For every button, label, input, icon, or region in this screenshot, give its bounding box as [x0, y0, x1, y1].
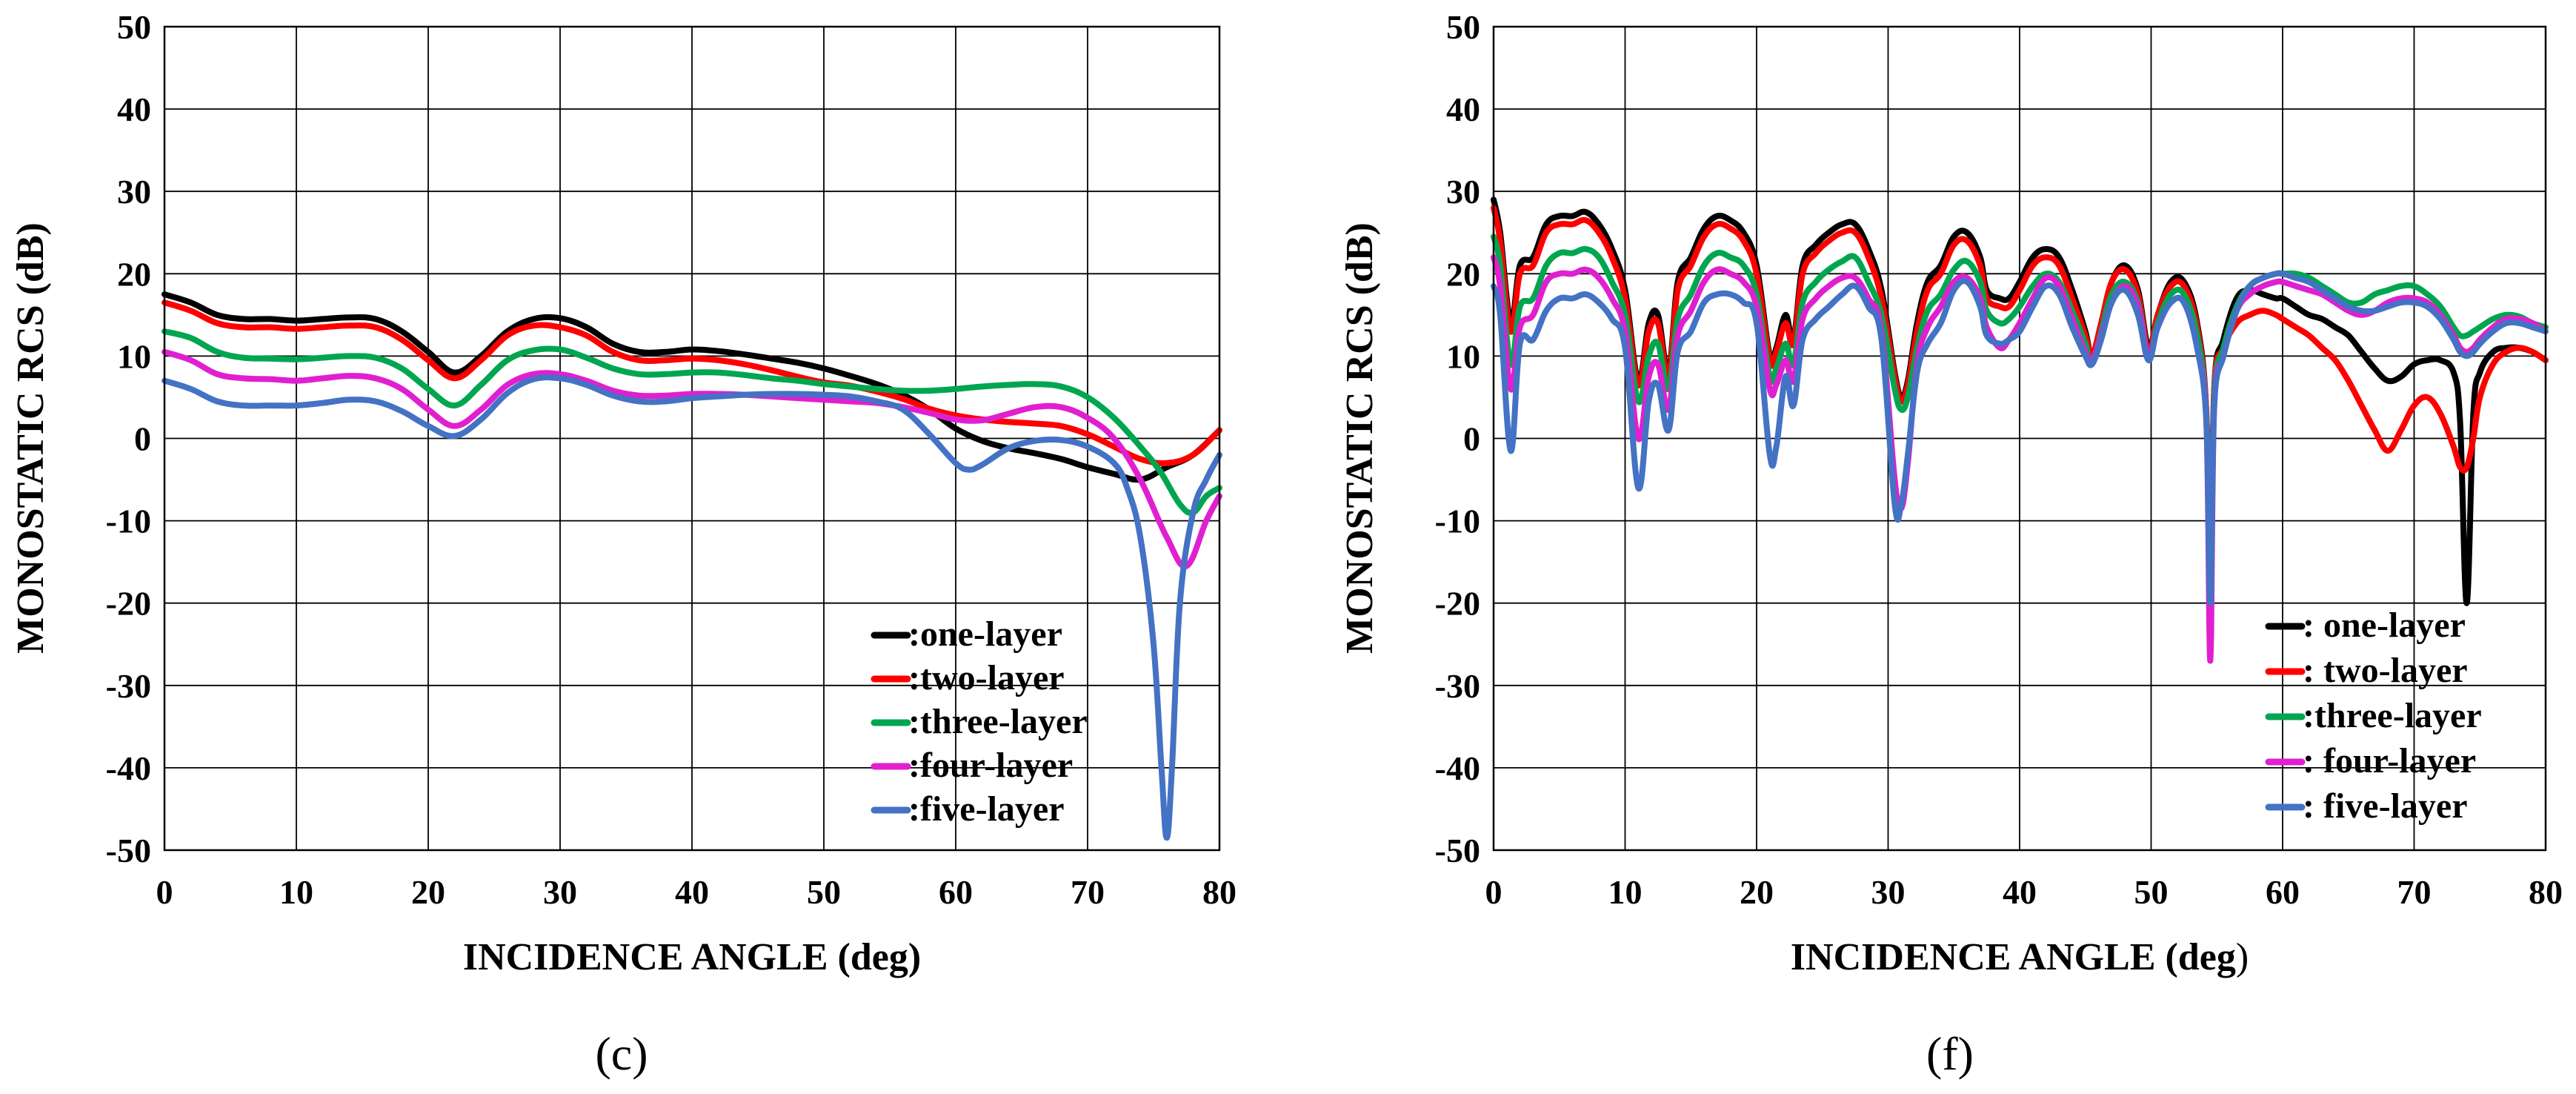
x-tick-label: 0: [1485, 873, 1502, 911]
x-tick-label: 30: [1871, 873, 1906, 911]
x-tick-label: 10: [1608, 873, 1643, 911]
x-tick-label: 30: [543, 873, 577, 911]
y-axis-title: MONOSTATIC RCS (dB): [10, 222, 52, 654]
y-tick-label: -10: [106, 503, 151, 540]
series-line-one-layer: [162, 291, 1222, 483]
y-tick-label: 30: [117, 173, 151, 210]
legend: : one-layer : two-layer :three-layer : four…: [2265, 606, 2482, 826]
x-tick-label: 60: [939, 873, 973, 911]
y-tick-label: 40: [117, 90, 151, 128]
x-tick-label: 80: [2529, 873, 2563, 911]
x-tick-label: 80: [1202, 873, 1237, 911]
y-tick-label: -10: [1435, 503, 1480, 540]
legend-label-four-layer: :four-layer: [908, 746, 1073, 785]
x-tick-label: 0: [156, 873, 173, 911]
y-tick-label: 10: [1446, 337, 1480, 375]
legend-label-two-layer: :two-layer: [908, 658, 1065, 697]
chart-panel-c: -50 -40 -30 -20 -10 0 10 20 30 40 50 0 10 20 30 40 50 60…: [10, 8, 1237, 1080]
legend-label-five-layer: : five-layer: [2303, 786, 2468, 826]
x-tick-label: 50: [807, 873, 841, 911]
x-tick-label: 10: [279, 873, 313, 911]
x-tick-label: 70: [2397, 873, 2432, 911]
x-axis-title-main: INCIDENCE ANGLE (deg: [1791, 936, 2236, 978]
chart-panel-f: -50 -40 -30 -20 -10 0 10 20 30 40 50 0 10 20 30 40 50 60…: [1339, 8, 2563, 1080]
x-tick-label: 50: [2134, 873, 2169, 911]
plot-frame: [163, 25, 1221, 852]
legend-label-two-layer: : two-layer: [2303, 651, 2468, 690]
y-tick-label: -40: [106, 749, 151, 787]
y-tick-label: -30: [1435, 667, 1480, 705]
y-tick-label: 0: [1463, 420, 1480, 458]
series-line-three-layer: [1491, 233, 2549, 623]
y-tick-label: -20: [106, 585, 151, 623]
y-tick-label: 10: [117, 337, 151, 375]
y-tick-label: 20: [117, 255, 151, 293]
x-axis-title: INCIDENCE ANGLE (deg): [1791, 936, 2249, 978]
x-axis-title-paren: ): [2236, 936, 2249, 978]
series-line-five-layer: [1491, 270, 2549, 606]
y-tick-label: 50: [117, 8, 151, 46]
panel-label: (c): [595, 1027, 648, 1080]
legend-label-three-layer: :three-layer: [908, 702, 1088, 741]
y-tick-label: 30: [1446, 173, 1480, 210]
x-tick-label: 20: [411, 873, 445, 911]
legend-label-one-layer: :one-layer: [908, 614, 1062, 654]
y-tick-label: -30: [106, 667, 151, 705]
y-axis-title: MONOSTATIC RCS (dB): [1339, 222, 1381, 654]
x-tick-label: 70: [1071, 873, 1105, 911]
y-tick-label: -50: [1435, 832, 1480, 869]
legend-label-one-layer: : one-layer: [2303, 606, 2466, 645]
y-tick-label: 20: [1446, 255, 1480, 293]
legend-label-five-layer: :five-layer: [908, 789, 1065, 829]
y-tick-label: 50: [1446, 8, 1480, 46]
x-axis-title: INCIDENCE ANGLE (deg): [463, 936, 921, 978]
legend-label-three-layer: :three-layer: [2303, 696, 2482, 735]
x-tick-label: 40: [675, 873, 709, 911]
series-line-two-layer: [162, 299, 1222, 467]
y-tick-label: -20: [1435, 585, 1480, 623]
y-tick-label: 40: [1446, 90, 1480, 128]
y-tick-label: -40: [1435, 749, 1480, 787]
legend: :one-layer :two-layer :three-layer :four-la…: [871, 614, 1088, 829]
panel-label: (f): [1926, 1027, 1974, 1080]
plot-frame: [1492, 25, 2547, 852]
series-line-five-layer: [162, 374, 1222, 841]
y-tick-label: 0: [134, 420, 151, 458]
series-line-four-layer: [1491, 254, 2549, 664]
x-tick-label: 40: [2003, 873, 2037, 911]
legend-label-four-layer: : four-layer: [2303, 741, 2476, 780]
series-line-three-layer: [162, 328, 1222, 517]
x-tick-label: 60: [2266, 873, 2300, 911]
x-tick-label: 20: [1740, 873, 1774, 911]
y-tick-label: -50: [106, 832, 151, 869]
